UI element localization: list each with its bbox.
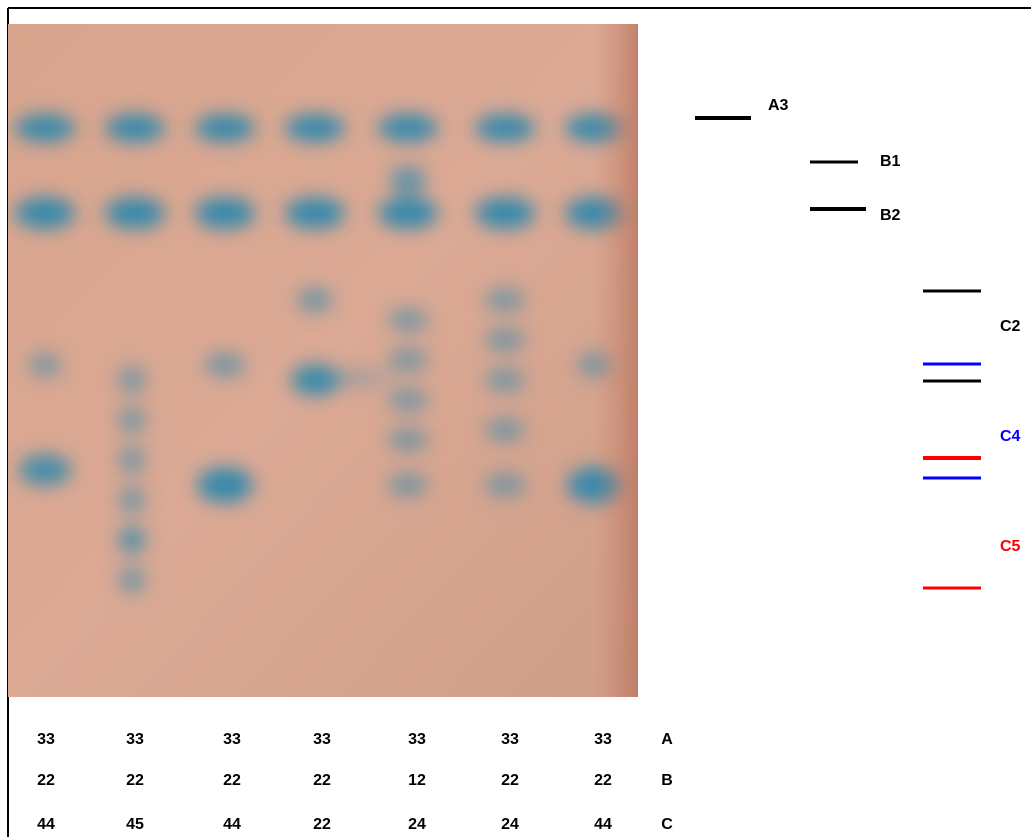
table-cell: 33 (126, 731, 144, 748)
marker-label: B1 (880, 153, 901, 170)
row-label: B (661, 772, 673, 789)
marker-label: C2 (1000, 318, 1021, 335)
table-cell: 22 (501, 772, 519, 789)
table-cell: 33 (594, 731, 612, 748)
marker-label: C5 (1000, 538, 1021, 555)
table-cell: 24 (408, 816, 426, 833)
row-label: A (661, 731, 673, 748)
marker-label: C4 (1000, 428, 1021, 445)
table-cell: 44 (594, 816, 612, 833)
marker-label: B2 (880, 207, 901, 224)
table-cell: 22 (223, 772, 241, 789)
table-cell: 12 (408, 772, 426, 789)
table-cell: 33 (37, 731, 55, 748)
gel-edge (8, 24, 638, 697)
table-cell: 45 (126, 816, 144, 833)
table-cell: 33 (223, 731, 241, 748)
table-cell: 22 (313, 772, 331, 789)
table-cell: 44 (37, 816, 55, 833)
table-cell: 33 (501, 731, 519, 748)
row-label: C (661, 816, 673, 833)
table-cell: 22 (313, 816, 331, 833)
table-cell: 33 (408, 731, 426, 748)
table-cell: 44 (223, 816, 241, 833)
gel-photo (8, 24, 638, 697)
table-cell: 24 (501, 816, 519, 833)
figure: A3 B1 B2 C2 C4 C5 33 33 33 33 33 33 33 A 22 22 22 2… (0, 0, 1031, 837)
table-cell: 33 (313, 731, 331, 748)
table-cell: 22 (594, 772, 612, 789)
table-cell: 22 (126, 772, 144, 789)
genotype-table: 33 33 33 33 33 33 33 A 22 22 22 22 12 22 22 B 44 45 44 22 24… (37, 731, 673, 833)
marker-label: A3 (768, 97, 789, 114)
table-cell: 22 (37, 772, 55, 789)
